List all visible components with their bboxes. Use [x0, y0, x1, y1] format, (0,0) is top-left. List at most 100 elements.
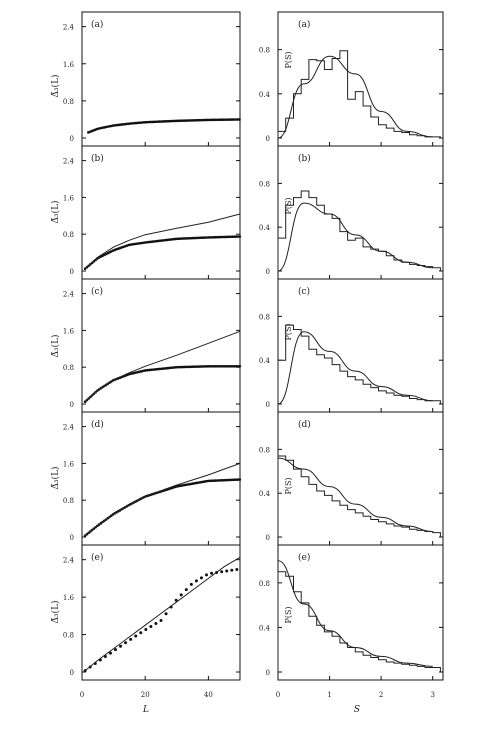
xlabel-right: S: [354, 705, 360, 715]
panel-label-left-c: (c): [91, 286, 103, 297]
ytick-label-left-c-3: 2.4: [63, 291, 75, 299]
ytick-label-left-c-0: 0: [70, 401, 74, 409]
data-point-left-a-87: [238, 118, 241, 121]
data-point-left-e-19: [179, 593, 183, 597]
panel-frame-right-c: [277, 278, 444, 413]
ytick-label-right-a-1: 0.4: [259, 91, 271, 99]
ytick-label-right-b-2: 0.8: [259, 180, 270, 188]
data-point-left-e-29: [230, 568, 234, 572]
ytick-label-right-b-0: 0: [266, 268, 270, 276]
ylabel-left-c: Δ̄₃(L): [50, 334, 61, 357]
ylabel-left-e: Δ̄₃(L): [50, 600, 61, 623]
panel-label-left-e: (e): [91, 552, 103, 563]
ytick-label-right-a-0: 0: [266, 135, 270, 143]
data-point-left-e-8: [124, 641, 128, 645]
ytick-label-left-d-2: 1.6: [63, 460, 75, 468]
reference-line-left-e: [84, 556, 241, 671]
panel-label-right-b: (b): [298, 153, 311, 164]
reference-line-left-c: [84, 330, 241, 403]
data-point-left-e-22: [194, 579, 198, 583]
data-point-left-e-13: [149, 625, 153, 629]
ytick-label-right-c-2: 0.8: [259, 313, 270, 321]
ytick-label-right-e-0: 0: [266, 669, 270, 677]
data-point-left-b-89: [238, 235, 242, 238]
data-point-left-e-18: [174, 598, 178, 602]
ytick-label-left-e-2: 1.6: [63, 594, 75, 602]
ylabel-left-b: Δ̄₃(L): [50, 200, 61, 223]
ylabel-right-c: P(S): [284, 323, 293, 340]
ytick-label-left-a-0: 0: [70, 135, 74, 143]
panel-label-right-e: (e): [298, 552, 310, 563]
data-point-left-e-12: [144, 628, 148, 632]
data-point-left-e-27: [220, 570, 224, 574]
data-point-left-c-89: [238, 364, 242, 368]
ytick-label-left-b-3: 2.4: [63, 158, 75, 166]
xtick-label-left-2: 40: [204, 691, 213, 699]
ylabel-left-a: Δ̄₃(L): [50, 74, 61, 97]
data-point-left-e-7: [119, 644, 123, 648]
data-point-left-e-11: [139, 631, 143, 635]
panel-frame-right-e: [277, 544, 444, 681]
ytick-label-left-c-1: 0.8: [63, 364, 74, 372]
theory-curve-right-d: [277, 457, 433, 532]
ytick-label-left-b-0: 0: [70, 268, 74, 276]
panel-label-left-b: (b): [91, 153, 104, 164]
xtick-label-left-1: 20: [141, 691, 150, 699]
histogram-right-c: [277, 324, 441, 404]
ytick-label-left-a-1: 0.8: [63, 98, 74, 106]
panel-label-left-d: (d): [91, 419, 104, 430]
ytick-label-right-c-1: 0.4: [259, 357, 271, 365]
xtick-label-right-3: 3: [430, 691, 434, 699]
data-point-left-e-5: [108, 651, 112, 655]
xtick-label-right-1: 1: [327, 691, 331, 699]
ylabel-left-d: Δ̄₃(L): [50, 466, 61, 489]
theory-curve-right-b: [277, 202, 433, 272]
panel-frame-left-c: [81, 278, 241, 413]
histogram-right-e: [277, 571, 441, 672]
data-point-left-e-16: [164, 612, 168, 616]
ytick-label-left-b-2: 1.6: [63, 194, 75, 202]
ylabel-right-a: P(S): [284, 51, 293, 68]
data-point-left-e-14: [154, 622, 158, 626]
data-point-left-e-21: [189, 582, 193, 586]
ytick-label-left-d-1: 0.8: [63, 497, 74, 505]
xtick-label-right-0: 0: [276, 691, 280, 699]
panel-frame-left-d: [81, 411, 241, 546]
ytick-label-left-c-2: 1.6: [63, 327, 75, 335]
ytick-label-left-d-3: 2.4: [63, 424, 75, 432]
data-point-left-d-89: [238, 478, 242, 481]
ytick-label-left-e-0: 0: [70, 669, 74, 677]
ytick-label-right-b-1: 0.4: [259, 224, 271, 232]
data-point-left-e-9: [129, 637, 133, 641]
data-point-left-e-23: [199, 576, 203, 580]
ytick-label-right-c-0: 0: [266, 401, 270, 409]
data-point-left-e-6: [113, 648, 117, 652]
data-point-left-e-10: [134, 634, 138, 638]
ytick-label-right-d-0: 0: [266, 534, 270, 542]
marks-layer: [83, 50, 441, 673]
data-point-left-e-20: [184, 588, 188, 592]
ytick-label-right-d-2: 0.8: [259, 446, 270, 454]
theory-curve-right-c: [277, 331, 433, 405]
ylabel-right-d: P(S): [284, 477, 293, 494]
histogram-right-b: [277, 190, 441, 271]
ytick-label-right-e-1: 0.4: [259, 624, 271, 632]
xlabel-left: L: [142, 705, 149, 715]
data-point-left-e-25: [210, 571, 214, 575]
panel-frame-right-b: [277, 145, 444, 280]
ytick-label-right-e-2: 0.8: [259, 580, 270, 588]
ylabel-right-b: P(S): [284, 197, 293, 214]
data-point-left-e-15: [159, 619, 163, 623]
ytick-label-left-a-3: 2.4: [63, 24, 75, 32]
ytick-label-left-b-1: 0.8: [63, 231, 74, 239]
ticks-layer: 0 0.8 1.6 2.4 0 0.4 0.8 0 0.8 1.6 2.4 0 0.4 0.8 0 0.8 1.…: [63, 24, 443, 699]
ylabel-right-e: P(S): [284, 606, 293, 623]
histogram-right-a: [277, 50, 441, 138]
panel-frame-left-b: [81, 145, 241, 280]
histogram-right-d: [277, 455, 441, 537]
panel-label-right-d: (d): [298, 419, 311, 430]
ytick-label-right-a-2: 0.8: [259, 47, 270, 55]
panel-label-right-c: (c): [298, 286, 310, 297]
ytick-label-left-a-2: 1.6: [63, 61, 75, 69]
